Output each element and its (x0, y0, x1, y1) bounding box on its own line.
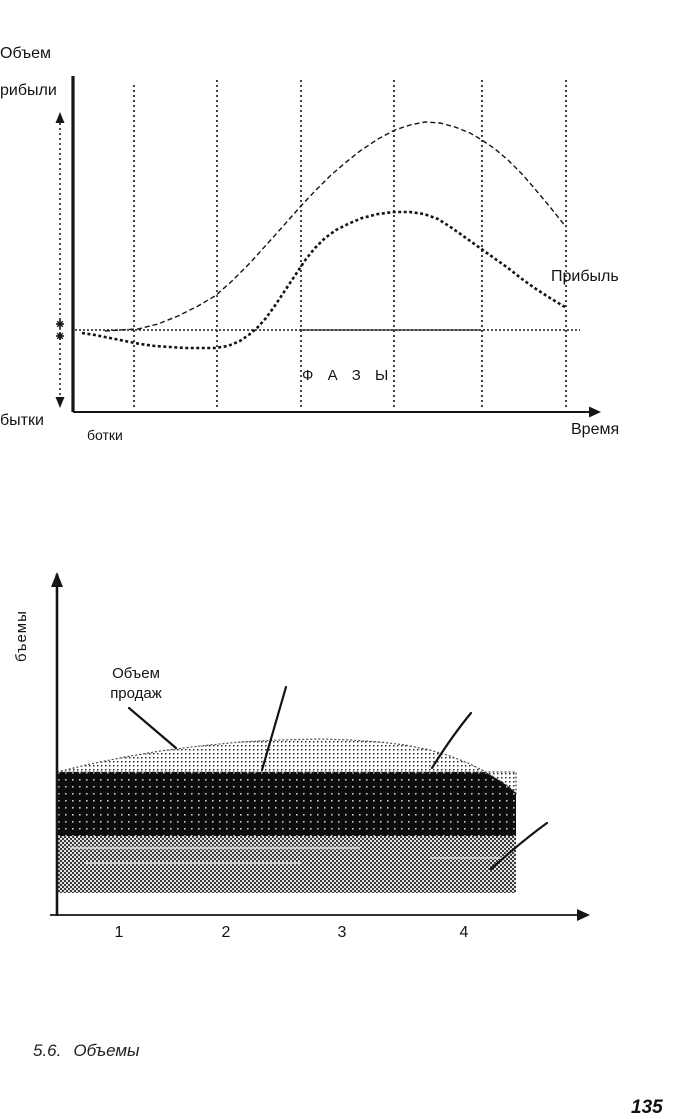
x-tick-label-3: 3 (337, 924, 347, 941)
development-phase-label: ботки (87, 427, 123, 443)
volumes-stacked-chart (50, 572, 590, 921)
sales-dome-area (56, 738, 517, 795)
y-axis-arrowhead (51, 572, 63, 587)
y-axis-label-profit: рибыли (0, 82, 57, 99)
x-axis-arrowhead (589, 406, 601, 418)
page-number: 135 (631, 1097, 663, 1118)
x-axis-label-time: Время (571, 421, 620, 438)
figure-caption: 5.6. Объемы (33, 1041, 140, 1061)
x-axis-arrowhead (577, 909, 590, 921)
break-even-mark (56, 320, 64, 328)
profit-curve (81, 210, 566, 350)
range-arrowhead-down (55, 397, 65, 408)
black-band (57, 772, 516, 836)
break-even-mark (56, 332, 64, 340)
annotation-leader-line (489, 821, 549, 871)
profit-curve-label: Прибыль (551, 268, 619, 285)
sales-curve (104, 121, 567, 332)
gray-band (57, 836, 516, 893)
figure-caption-number: 5.6. (33, 1041, 62, 1060)
sales-volume-label-line1: Объем (112, 665, 160, 682)
figure-caption-text: Объемы (73, 1041, 140, 1060)
x-tick-label-1: 1 (114, 924, 124, 941)
annotation-leader-line (430, 711, 473, 770)
lifecycle-chart (55, 76, 601, 418)
x-tick-label-2: 2 (221, 924, 231, 941)
annotation-leader-line (127, 706, 178, 750)
y-axis-label-volumes: бъемы (13, 610, 30, 662)
y-axis-label-volume: Объем (0, 45, 51, 62)
losses-label: бытки (0, 412, 44, 429)
sales-volume-label-line2: продаж (110, 684, 162, 702)
x-tick-label-4: 4 (459, 924, 469, 941)
sales-volume-label: Объем продаж (98, 664, 174, 703)
range-arrowhead-up (55, 112, 65, 123)
annotation-leader-line (260, 685, 288, 772)
phases-label: Ф А З Ы (302, 367, 394, 384)
